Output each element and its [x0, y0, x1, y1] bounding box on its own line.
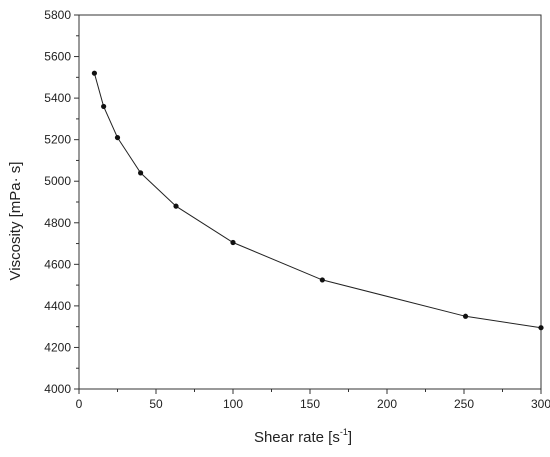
x-axis-title: Shear rate [s-1]: [254, 427, 352, 446]
y-tick-label: 4800: [44, 216, 71, 230]
y-tick-label: 4200: [44, 340, 71, 354]
y-tick-label: 5400: [44, 91, 71, 105]
data-point: [462, 313, 469, 319]
y-tick-label: 5000: [44, 174, 71, 188]
x-axis-ticks: 0 50 100 150 200 250 300: [76, 389, 550, 411]
y-tick-label: 4400: [44, 299, 71, 313]
data-point: [173, 203, 179, 209]
data-point: [138, 170, 144, 176]
x-tick-label: 100: [223, 397, 243, 411]
x-tick-label: 50: [149, 397, 163, 411]
plot-frame: [78, 14, 542, 390]
series-line: [93, 73, 542, 329]
x-axis-title-sup: -1: [340, 427, 348, 437]
data-point: [101, 103, 107, 110]
x-axis-title-main: Shear rate [s: [254, 429, 340, 446]
x-tick-label: 200: [377, 397, 397, 411]
data-point: [91, 70, 97, 76]
y-tick-label: 4000: [44, 382, 71, 396]
y-tick-label: 5600: [44, 50, 71, 64]
y-axis-title: Viscosity [mPa· s]: [7, 162, 24, 281]
series-layer: [91, 70, 544, 331]
y-tick-label: 5200: [44, 133, 71, 147]
data-point: [114, 134, 121, 141]
data-point: [230, 239, 236, 246]
x-tick-label: 150: [300, 397, 320, 411]
y-axis-ticks: 4000 4200 4400 4600 4800 5000 5200 5400 5600 5800: [44, 8, 79, 396]
y-tick-label: 4600: [44, 257, 71, 271]
data-point: [538, 325, 544, 331]
x-tick-label: 0: [76, 397, 83, 411]
plot-border: [78, 14, 542, 390]
x-tick-label: 300: [531, 397, 550, 411]
x-axis-title-suffix: ]: [348, 429, 352, 446]
y-tick-label: 5800: [44, 8, 71, 22]
x-tick-label: 250: [454, 397, 474, 411]
data-point: [319, 277, 325, 283]
